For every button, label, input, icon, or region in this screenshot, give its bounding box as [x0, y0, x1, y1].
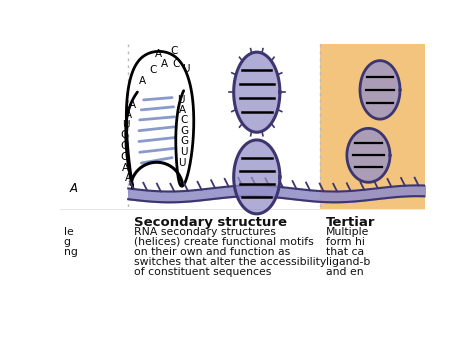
Polygon shape: [347, 128, 390, 182]
Text: A: A: [70, 182, 78, 195]
Text: G: G: [180, 136, 189, 146]
Text: A: A: [125, 173, 132, 183]
Text: and en: and en: [326, 267, 364, 277]
Text: C: C: [121, 152, 128, 162]
Text: C: C: [171, 46, 178, 56]
Text: Secondary structure: Secondary structure: [134, 216, 287, 229]
Polygon shape: [234, 52, 280, 132]
Text: A: A: [155, 50, 162, 59]
Text: U: U: [178, 158, 186, 168]
Text: A: A: [161, 59, 168, 70]
Text: on their own and function as: on their own and function as: [134, 247, 291, 257]
Text: C: C: [149, 65, 156, 75]
Text: C: C: [120, 141, 127, 151]
Text: C: C: [180, 115, 187, 125]
Text: U: U: [182, 64, 190, 74]
Text: A: A: [121, 163, 128, 173]
Text: G: G: [120, 130, 128, 140]
Text: ng: ng: [64, 247, 77, 257]
Text: that ca: that ca: [326, 247, 364, 257]
Text: A: A: [125, 110, 132, 119]
Text: C: C: [172, 59, 180, 70]
Polygon shape: [234, 140, 280, 214]
Text: A: A: [139, 76, 146, 86]
Text: (helices) create functional motifs: (helices) create functional motifs: [134, 237, 314, 247]
Polygon shape: [360, 61, 400, 119]
Text: U: U: [178, 95, 185, 105]
Text: le: le: [64, 227, 73, 237]
Text: RNA secondary structures: RNA secondary structures: [134, 227, 276, 237]
Text: of constituent sequences: of constituent sequences: [134, 267, 272, 277]
Text: U: U: [180, 147, 187, 157]
Text: g: g: [64, 237, 71, 247]
Text: switches that alter the accessibility: switches that alter the accessibility: [134, 257, 327, 267]
Text: A: A: [128, 99, 136, 110]
Text: ligand-b: ligand-b: [326, 257, 371, 267]
Text: A: A: [179, 105, 186, 115]
Bar: [320, 44, 425, 209]
Text: G: G: [180, 126, 189, 136]
Text: Multiple: Multiple: [326, 227, 369, 237]
Text: U: U: [122, 119, 129, 130]
Text: Tertiar: Tertiar: [326, 216, 375, 229]
Text: form hi: form hi: [326, 237, 365, 247]
